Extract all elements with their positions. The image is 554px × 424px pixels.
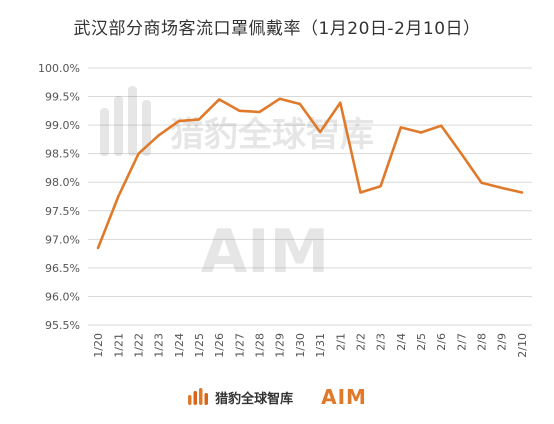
x-tick-label: 1/27 bbox=[233, 333, 246, 358]
data-point bbox=[520, 191, 524, 194]
data-point bbox=[278, 97, 281, 101]
data-point bbox=[197, 118, 201, 121]
series-line bbox=[96, 97, 524, 250]
x-tick-label: 2/2 bbox=[354, 333, 367, 351]
data-point bbox=[177, 119, 181, 123]
x-tick-label: 1/31 bbox=[314, 333, 327, 358]
watermark-logo-icon bbox=[100, 86, 151, 156]
x-tick-label: 1/28 bbox=[254, 333, 267, 358]
data-point bbox=[379, 185, 382, 188]
data-point bbox=[318, 130, 322, 134]
y-tick-label: 96.5% bbox=[45, 262, 80, 275]
watermark: 猎豹全球智库 AIM bbox=[100, 86, 374, 287]
x-axis-ticks: 1/20 1/21 1/22 1/23 1/24 1/25 1/26 1/27 1/28 1/29… bbox=[92, 333, 529, 358]
x-tick-label: 2/9 bbox=[496, 333, 509, 351]
x-tick-label: 1/22 bbox=[132, 333, 145, 358]
y-tick-label: 99.0% bbox=[45, 119, 80, 132]
y-tick-label: 98.5% bbox=[45, 148, 80, 161]
x-tick-label: 1/21 bbox=[112, 333, 125, 358]
data-point bbox=[460, 152, 463, 155]
y-tick-label: 95.5% bbox=[45, 319, 80, 332]
data-point bbox=[157, 134, 160, 137]
data-point bbox=[419, 131, 423, 134]
brand-aim: AIM bbox=[321, 385, 367, 409]
y-tick-label: 97.5% bbox=[45, 205, 80, 218]
x-tick-label: 2/1 bbox=[334, 333, 347, 351]
x-tick-label: 2/3 bbox=[375, 333, 388, 351]
line-chart: 猎豹全球智库 AIM 100.0% 99.5% 99.0% 98.5% 98.0% 97.… bbox=[38, 62, 532, 358]
x-tick-label: 1/20 bbox=[92, 333, 105, 358]
x-tick-label: 1/26 bbox=[213, 333, 226, 358]
x-tick-label: 2/5 bbox=[415, 333, 428, 351]
x-tick-label: 1/24 bbox=[173, 333, 186, 358]
y-tick-label: 96.0% bbox=[45, 290, 80, 303]
chart-title: 武汉部分商场客流口罩佩戴率（1月20日-2月10日） bbox=[73, 19, 481, 39]
y-tick-label: 98.0% bbox=[45, 176, 80, 189]
leopard-logo-icon bbox=[188, 388, 209, 405]
gridlines bbox=[88, 67, 532, 326]
data-points bbox=[96, 97, 524, 250]
data-point bbox=[500, 186, 503, 190]
x-tick-label: 2/7 bbox=[455, 333, 468, 351]
x-tick-label: 1/25 bbox=[193, 333, 206, 358]
y-tick-label: 97.0% bbox=[45, 233, 80, 246]
data-point bbox=[258, 110, 261, 114]
footer: 猎豹全球智库 AIM bbox=[0, 382, 554, 412]
watermark-text-aim: AIM bbox=[201, 217, 329, 287]
data-point bbox=[480, 181, 483, 184]
data-point bbox=[298, 102, 302, 106]
x-tick-label: 2/8 bbox=[476, 333, 489, 351]
y-axis-ticks: 100.0% 99.5% 99.0% 98.5% 98.0% 97.5% 97.0% 96.5… bbox=[38, 62, 80, 332]
brand-text: 猎豹全球智库 bbox=[215, 391, 294, 407]
data-point bbox=[117, 195, 120, 198]
data-point bbox=[137, 152, 140, 155]
data-point bbox=[217, 98, 221, 101]
x-tick-label: 2/6 bbox=[435, 333, 448, 351]
data-point bbox=[439, 124, 443, 127]
x-tick-label: 1/30 bbox=[294, 333, 307, 358]
y-tick-label: 100.0% bbox=[38, 62, 80, 75]
data-point bbox=[339, 101, 342, 105]
x-tick-label: 2/10 bbox=[516, 333, 529, 358]
data-point bbox=[359, 191, 362, 194]
x-tick-label: 2/4 bbox=[395, 333, 408, 351]
aim-logo-text: AIM bbox=[321, 385, 367, 409]
x-tick-label: 1/23 bbox=[153, 333, 166, 358]
watermark-text-cn: 猎豹全球智库 bbox=[170, 115, 374, 155]
data-point bbox=[238, 109, 241, 113]
brand-leopard: 猎豹全球智库 bbox=[187, 387, 293, 407]
x-tick-label: 1/29 bbox=[274, 333, 287, 358]
data-point bbox=[399, 126, 403, 129]
data-point bbox=[96, 246, 100, 250]
y-tick-label: 99.5% bbox=[45, 91, 80, 104]
